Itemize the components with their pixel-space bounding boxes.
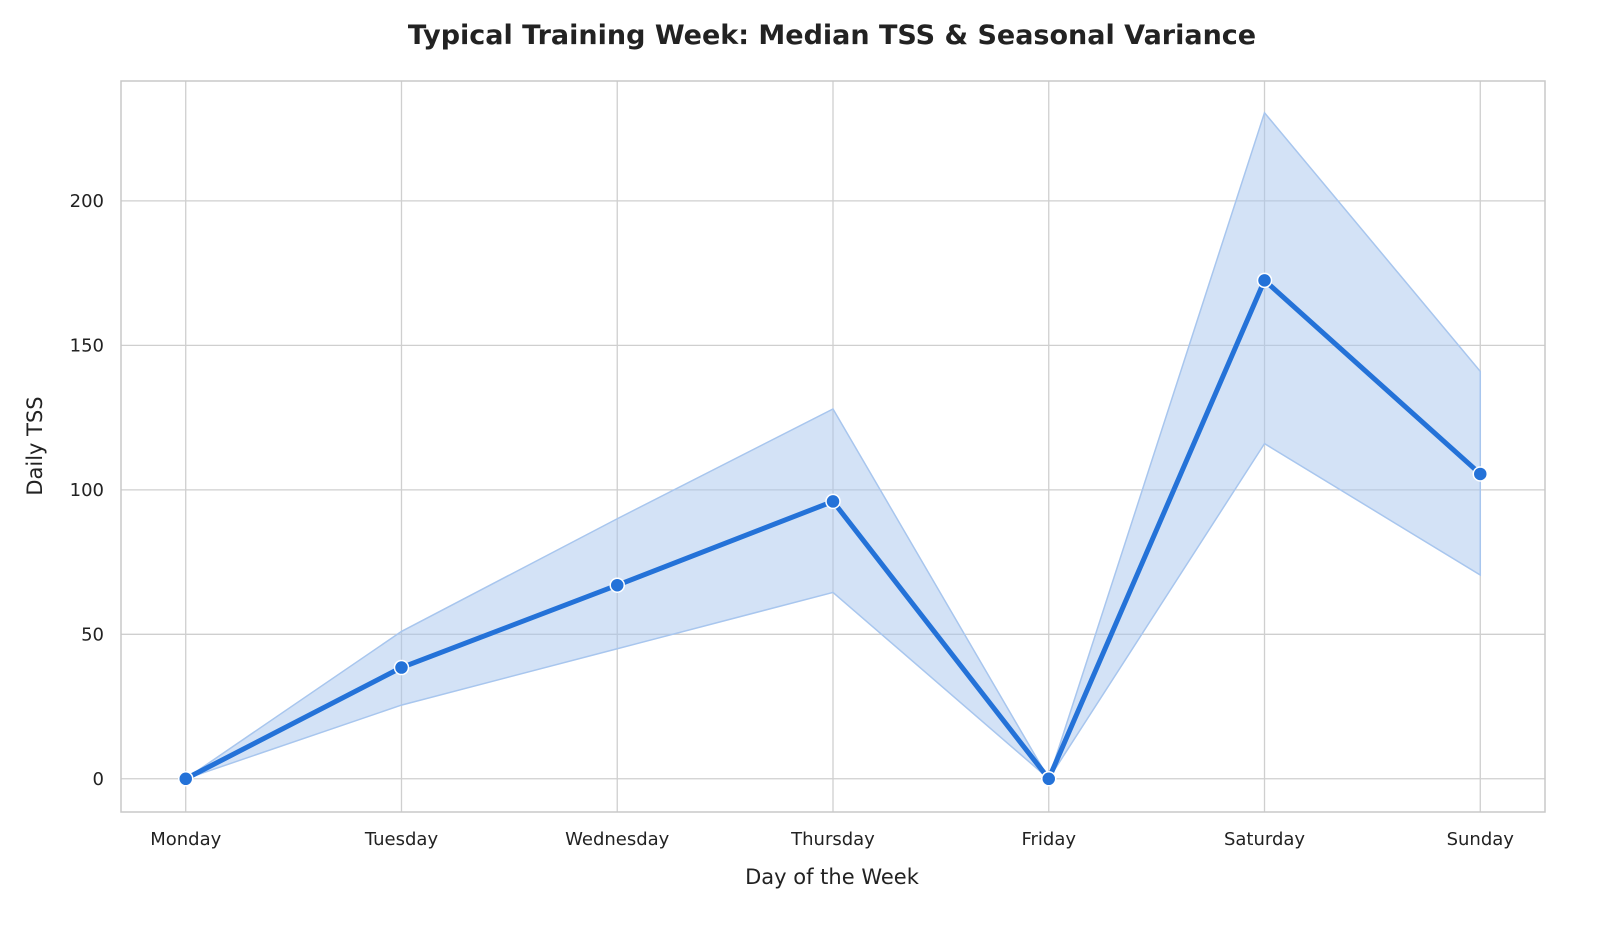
data-point <box>393 659 410 676</box>
y-tick-label: 150 <box>70 335 104 356</box>
x-tick-label: Tuesday <box>364 829 439 850</box>
y-tick-label: 0 <box>93 769 104 790</box>
y-axis-label: Daily TSS <box>23 396 47 495</box>
x-tick-label: Saturday <box>1224 829 1305 850</box>
data-point <box>1256 272 1273 289</box>
x-tick-label: Wednesday <box>565 829 670 850</box>
data-point <box>825 493 841 510</box>
plot-frame <box>120 80 1546 813</box>
chart-title: Typical Training Week: Median TSS & Seas… <box>408 20 1256 51</box>
data-point <box>177 771 194 787</box>
x-tick-label: Monday <box>150 829 221 850</box>
data-point <box>609 577 625 593</box>
y-tick-label: 50 <box>81 624 104 645</box>
x-axis-label: Day of the Week <box>745 865 920 889</box>
x-tick-label: Thursday <box>790 829 875 850</box>
y-tick-label: 200 <box>70 191 104 212</box>
x-tick-labels: Monday Tuesday Wednesday Thursday Friday Satu… <box>150 829 1514 850</box>
x-tick-label: Sunday <box>1447 829 1515 850</box>
data-points <box>177 272 1489 787</box>
data-point <box>1472 466 1489 482</box>
x-tick-label: Friday <box>1021 829 1076 850</box>
y-tick-labels: 0 50 100 150 200 <box>70 191 104 790</box>
y-tick-label: 100 <box>70 480 104 501</box>
data-point <box>1041 771 1057 787</box>
